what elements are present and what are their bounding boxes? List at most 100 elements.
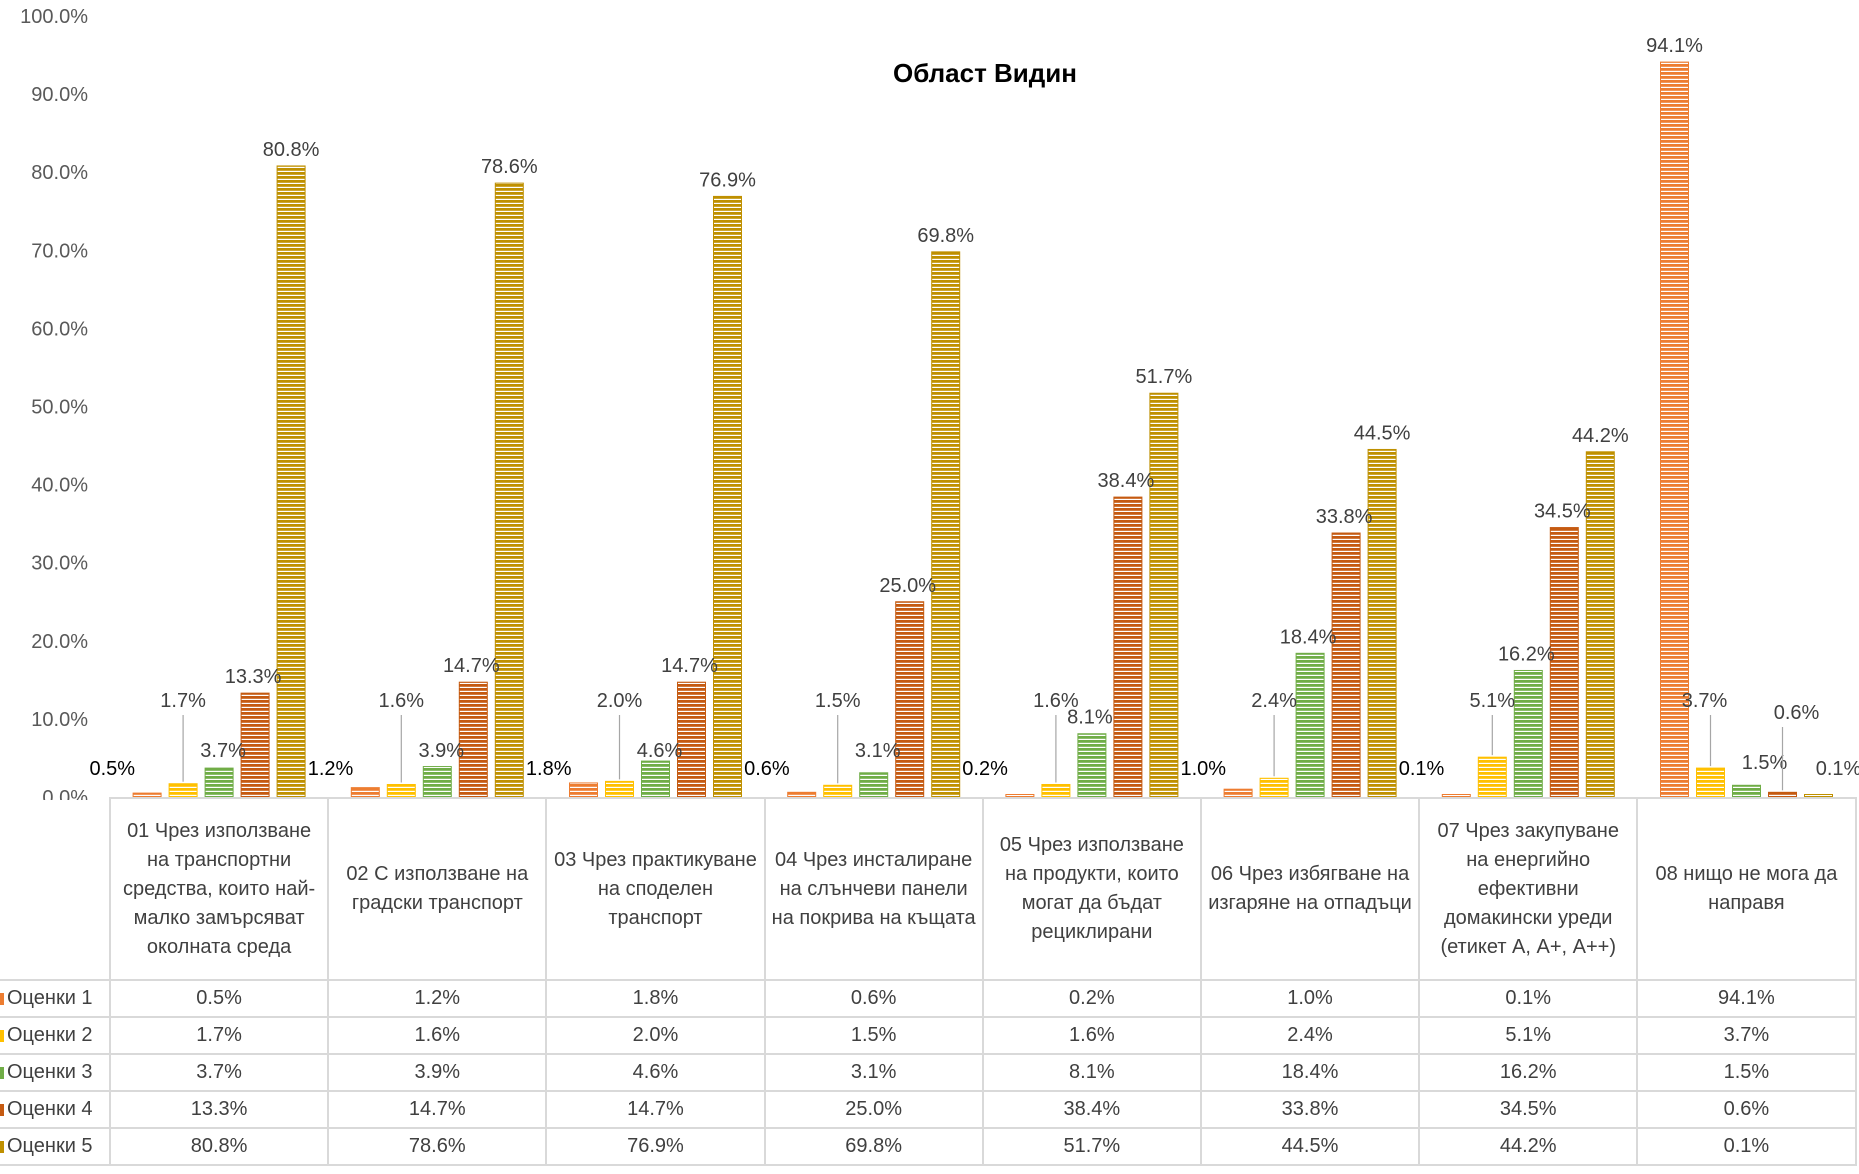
data-label: 4.6% — [637, 740, 683, 762]
table-cell: 2.0% — [545, 1016, 766, 1055]
data-label: 78.6% — [481, 156, 538, 178]
y-tick-label: 40.0% — [31, 475, 88, 497]
bar — [1223, 788, 1253, 798]
bar — [1005, 794, 1035, 798]
table-cell: 1.2% — [327, 979, 548, 1018]
bar — [204, 767, 234, 798]
data-label: 0.1% — [1399, 758, 1445, 780]
data-label: 0.2% — [962, 758, 1008, 780]
data-label: 33.8% — [1316, 506, 1373, 528]
y-tick-label: 100.0% — [20, 6, 88, 28]
data-label: 14.7% — [661, 655, 718, 677]
table-cell: 33.8% — [1199, 1090, 1421, 1129]
y-tick-label: 10.0% — [31, 709, 88, 731]
table-cell: 14.7% — [327, 1090, 548, 1129]
bar — [787, 791, 817, 798]
data-label: 76.9% — [699, 169, 756, 191]
bar — [168, 783, 198, 798]
category-label: 03 Чрез практикуване на споделен транспо… — [545, 797, 766, 981]
bar — [132, 792, 162, 798]
table-cell: 44.5% — [1199, 1127, 1421, 1166]
bar — [240, 692, 270, 798]
bar — [641, 760, 670, 798]
series-name: Оценки 1 — [7, 987, 93, 1009]
data-table: 01 Чрез използване на транспортни средст… — [0, 797, 1857, 1166]
table-cell: 76.9% — [545, 1127, 766, 1166]
table-cell: 16.2% — [1418, 1053, 1639, 1092]
y-axis: 0.0% 10.0% 20.0% 30.0% 40.0% 50.0% 60.0% 70.0% 8… — [20, 6, 88, 800]
data-label: 25.0% — [879, 575, 936, 597]
data-label: 0.1% — [1816, 758, 1859, 780]
table-cell: 0.2% — [981, 979, 1202, 1018]
y-tick-label: 30.0% — [31, 553, 88, 575]
data-label: 0.6% — [1774, 702, 1820, 724]
bar — [605, 780, 634, 798]
data-label: 1.6% — [379, 690, 425, 712]
bar — [1441, 794, 1471, 798]
table-category-row: 01 Чрез използване на транспортни средст… — [0, 797, 1857, 981]
table-cell: 3.7% — [1636, 1016, 1857, 1055]
data-label: 0.6% — [744, 758, 790, 780]
series-legend: Оценки 5 — [0, 1127, 111, 1166]
data-label: 44.2% — [1572, 425, 1629, 447]
data-label: 51.7% — [1136, 366, 1193, 388]
table-cell: 1.6% — [981, 1016, 1202, 1055]
table-cell: 3.7% — [108, 1053, 330, 1092]
series-name: Оценки 5 — [7, 1135, 93, 1157]
table-cell: 0.1% — [1418, 979, 1639, 1018]
category-label: 08 нищо не мога да направя — [1636, 797, 1857, 981]
bar — [713, 195, 742, 798]
bar — [931, 251, 961, 798]
data-label: 2.0% — [597, 690, 643, 712]
series-name: Оценки 4 — [7, 1098, 93, 1120]
data-label: 3.7% — [200, 740, 246, 762]
category-label: 01 Чрез използване на транспортни средст… — [108, 797, 330, 981]
data-labels: 0.5% 1.7% 3.7% 13.3% 80.8% 1.2% 1.6% 3.9% 14.7% 7… — [90, 35, 1859, 791]
table-cell: 5.1% — [1418, 1016, 1639, 1055]
bar — [422, 766, 452, 798]
table-cell: 8.1% — [981, 1053, 1202, 1092]
bar — [1768, 791, 1797, 798]
bar — [1513, 669, 1543, 798]
data-label: 69.8% — [917, 225, 974, 247]
series-name: Оценки 3 — [7, 1061, 93, 1083]
y-tick-label: 70.0% — [31, 240, 88, 262]
table-cell: 1.7% — [108, 1016, 330, 1055]
table-cell: 3.1% — [763, 1053, 984, 1092]
bar — [1259, 777, 1289, 798]
y-tick-label: 20.0% — [31, 631, 88, 653]
data-label: 2.4% — [1251, 690, 1297, 712]
data-label: 1.6% — [1033, 690, 1079, 712]
table-cell: 38.4% — [981, 1090, 1202, 1129]
data-label: 3.9% — [419, 740, 465, 762]
bar — [1696, 767, 1725, 798]
bar — [569, 782, 598, 798]
bar — [1295, 652, 1325, 798]
table-cell: 4.6% — [545, 1053, 766, 1092]
data-label: 94.1% — [1646, 35, 1703, 57]
series-legend: Оценки 2 — [0, 1016, 111, 1055]
chart-title: Област Видин — [893, 58, 1077, 88]
data-label: 1.2% — [308, 758, 354, 780]
y-tick-label: 90.0% — [31, 84, 88, 106]
data-label: 44.5% — [1354, 422, 1411, 444]
data-label: 13.3% — [225, 666, 282, 688]
table-cell: 1.5% — [763, 1016, 984, 1055]
table-row: Оценки 5 80.8% 78.6% 76.9% 69.8% 51.7% 44.5% 44… — [0, 1127, 1857, 1166]
category-label: 07 Чрез закупуване на енергийно ефективн… — [1418, 797, 1639, 981]
bar — [1549, 527, 1579, 798]
table-corner — [0, 798, 111, 981]
data-label: 80.8% — [263, 139, 320, 161]
table-cell: 80.8% — [108, 1127, 330, 1166]
bar — [1804, 794, 1833, 798]
bar — [1732, 784, 1761, 798]
table-cell: 14.7% — [545, 1090, 766, 1129]
bar — [895, 601, 925, 798]
series-name: Оценки 2 — [7, 1024, 93, 1046]
bar — [276, 165, 306, 798]
bar — [1149, 392, 1179, 798]
bar-chart: Област Видин 0.0% 10.0% 20.0% 30.0% 40.0% 50.… — [20, 6, 1859, 800]
y-tick-label: 60.0% — [31, 318, 88, 340]
bar — [458, 681, 488, 798]
table-cell: 94.1% — [1636, 979, 1857, 1018]
